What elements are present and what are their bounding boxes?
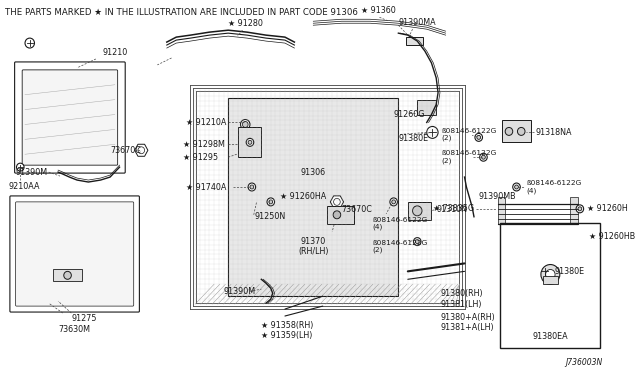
Text: ★ 91295: ★ 91295 [183, 153, 218, 162]
Circle shape [481, 155, 485, 159]
Text: 91380EA: 91380EA [532, 331, 568, 340]
Circle shape [392, 200, 396, 204]
Text: ★ 91260HA: ★ 91260HA [280, 192, 326, 201]
Text: 91380(RH)
91381(LH): 91380(RH) 91381(LH) [441, 289, 484, 309]
Circle shape [415, 240, 419, 244]
Circle shape [413, 206, 422, 216]
Text: ß08146-6122G
(4): ß08146-6122G (4) [526, 180, 581, 194]
Text: 73670C: 73670C [110, 146, 141, 155]
Circle shape [513, 183, 520, 191]
Circle shape [546, 269, 555, 279]
Circle shape [64, 271, 71, 279]
Circle shape [243, 122, 248, 128]
Circle shape [333, 211, 340, 219]
Text: ★ 91298M: ★ 91298M [183, 140, 225, 149]
Text: THE PARTS MARKED ★ IN THE ILLUSTRATION ARE INCLUDED IN PART CODE 91306: THE PARTS MARKED ★ IN THE ILLUSTRATION A… [5, 8, 358, 17]
Circle shape [479, 153, 487, 161]
Circle shape [269, 200, 273, 204]
Circle shape [579, 232, 586, 241]
Circle shape [248, 140, 252, 144]
Text: 91306: 91306 [301, 168, 326, 177]
FancyBboxPatch shape [22, 70, 118, 165]
Circle shape [267, 198, 275, 206]
Bar [543, 276, 558, 284]
Bar [502, 121, 531, 142]
Text: 91380+A(RH)
91381+A(LH): 91380+A(RH) 91381+A(LH) [441, 313, 495, 333]
Text: 91310N: 91310N [436, 205, 467, 214]
Circle shape [390, 198, 397, 206]
Circle shape [505, 128, 513, 135]
Text: ★ 91358(RH)
★ 91359(LH): ★ 91358(RH) ★ 91359(LH) [261, 321, 314, 340]
Text: 73670C: 73670C [342, 205, 372, 214]
Bar [53, 269, 82, 281]
Text: 91380E: 91380E [554, 267, 584, 276]
Polygon shape [134, 144, 148, 156]
Text: ★ 91360: ★ 91360 [360, 6, 396, 15]
Text: 91390M: 91390M [223, 287, 255, 296]
Circle shape [477, 135, 481, 140]
Bar [228, 98, 398, 296]
Text: 91380E: 91380E [398, 134, 429, 143]
Text: J736003N: J736003N [565, 357, 602, 367]
Text: 91390MA: 91390MA [398, 18, 436, 27]
Bar [406, 37, 423, 45]
Text: 91390MB: 91390MB [479, 192, 516, 201]
Circle shape [518, 128, 525, 135]
Bar [570, 197, 578, 224]
Text: ß08146-6122G
(2): ß08146-6122G (2) [441, 150, 496, 164]
Circle shape [333, 198, 340, 205]
Text: 91370
(RH/LH): 91370 (RH/LH) [298, 237, 328, 256]
Text: ★ 91740A: ★ 91740A [186, 183, 226, 192]
Bar [500, 223, 600, 349]
Text: 91318NA: 91318NA [536, 128, 572, 137]
Circle shape [541, 264, 560, 284]
Circle shape [540, 265, 550, 277]
Circle shape [576, 205, 584, 213]
Bar [417, 100, 436, 115]
Circle shape [475, 134, 483, 141]
Bar [498, 197, 505, 224]
Text: 91210: 91210 [102, 48, 127, 57]
Text: ß08146-6122G
(2): ß08146-6122G (2) [441, 128, 496, 141]
Text: 91390M: 91390M [15, 168, 48, 177]
Text: ★ 91260HB: ★ 91260HB [589, 232, 636, 241]
Text: ★ 73835G: ★ 73835G [433, 204, 474, 213]
Circle shape [515, 185, 518, 189]
Circle shape [17, 163, 24, 171]
Text: 91260G: 91260G [394, 110, 425, 119]
Polygon shape [330, 196, 344, 208]
Circle shape [580, 235, 584, 238]
Text: 73630M: 73630M [58, 325, 90, 334]
FancyBboxPatch shape [15, 202, 134, 306]
Text: ★ 91210A: ★ 91210A [186, 118, 226, 127]
Circle shape [427, 126, 438, 138]
Circle shape [138, 147, 145, 154]
Circle shape [241, 119, 250, 129]
Text: ß08146-6122G
(2): ß08146-6122G (2) [372, 240, 427, 253]
Circle shape [248, 183, 255, 191]
Bar [408, 202, 431, 220]
Circle shape [25, 38, 35, 48]
Text: 91250N: 91250N [255, 212, 286, 221]
Circle shape [250, 185, 253, 189]
Text: 9210AA: 9210AA [9, 182, 40, 191]
Circle shape [246, 138, 253, 146]
Text: ★ 91260H: ★ 91260H [588, 204, 628, 213]
Text: 91275: 91275 [71, 314, 97, 323]
Circle shape [578, 207, 582, 211]
Circle shape [413, 238, 421, 246]
Bar [328, 206, 354, 224]
Bar [237, 128, 261, 157]
Text: ★ 91280: ★ 91280 [228, 19, 263, 28]
Text: ß08146-6122G
(4): ß08146-6122G (4) [372, 217, 427, 231]
